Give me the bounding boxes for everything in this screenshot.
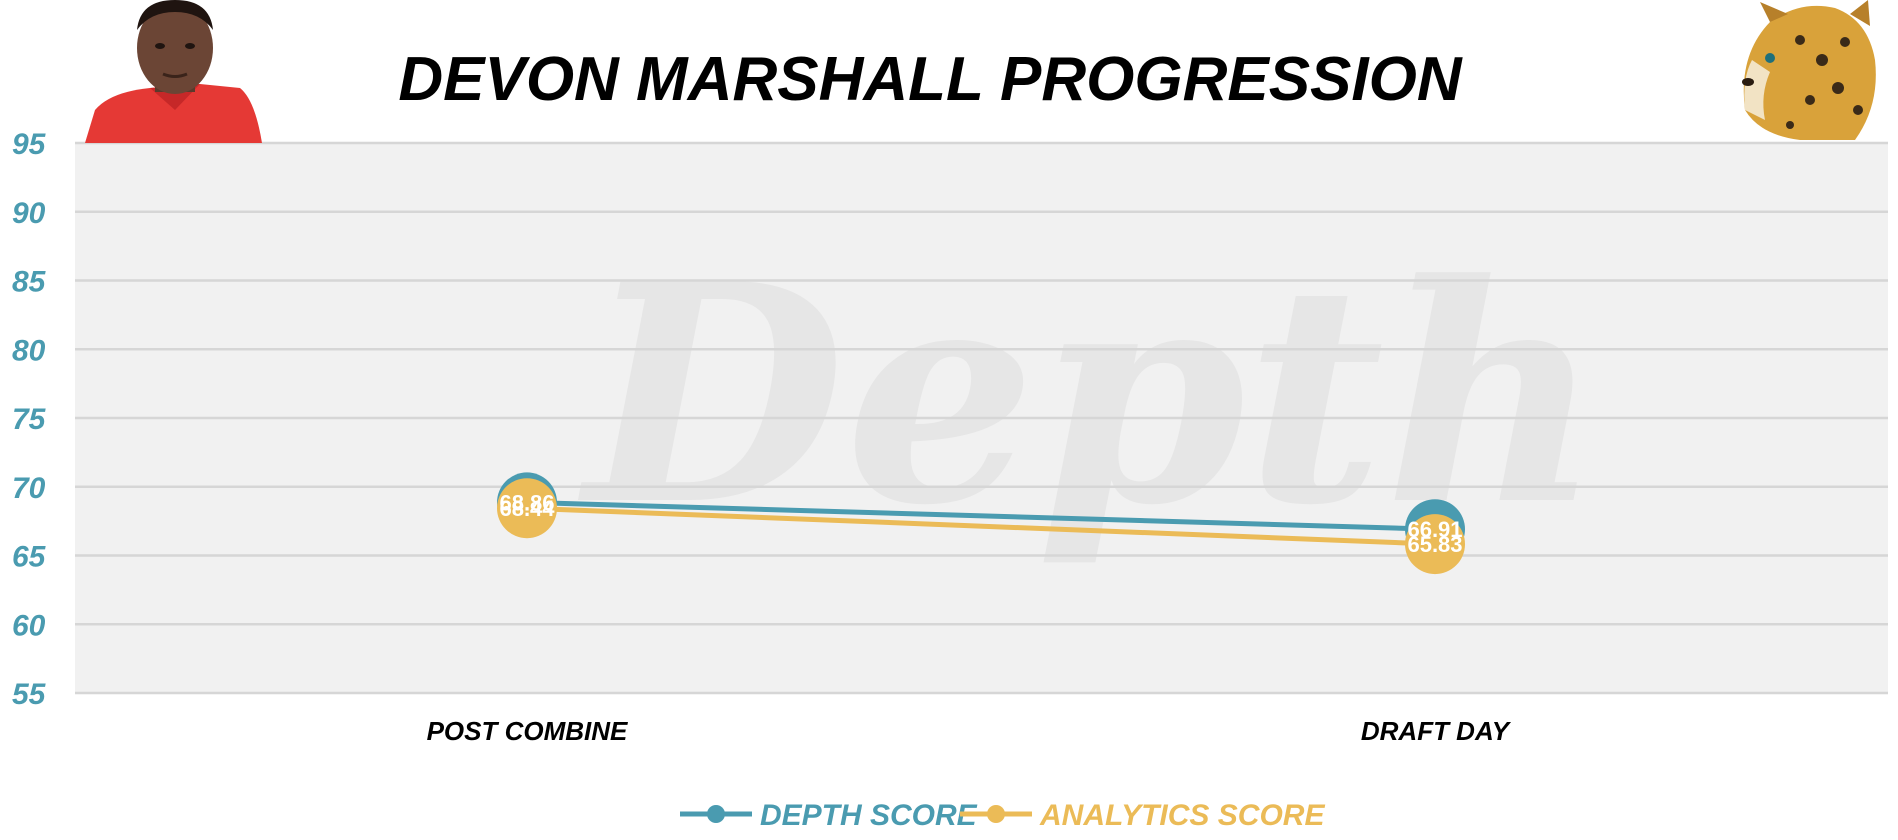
series-line [526,499,1436,532]
y-tick-label: 55 [12,678,47,711]
y-tick-label: 60 [12,609,46,642]
y-tick-label: 75 [12,403,47,436]
y-tick-label: 70 [12,472,46,505]
data-label: 68.86 [499,490,554,515]
legend-label: DEPTH SCORE [760,799,978,832]
legend-label: ANALYTICS SCORE [1039,799,1325,832]
data-point [1405,514,1465,575]
data-labels: 68.86 66.91 68.44 65.83 [499,490,1462,557]
y-tick-label: 65 [12,541,47,574]
gridlines [75,141,1888,695]
data-label: 68.44 [499,496,555,521]
y-tick-label: 90 [12,197,46,230]
series-line [526,505,1436,547]
player-photo [85,0,262,143]
legend-marker [707,805,725,823]
data-label: 65.83 [1407,532,1462,557]
y-axis: 95 90 85 80 75 70 65 60 55 [12,128,47,711]
y-tick-label: 95 [12,128,47,161]
data-point [497,478,557,539]
jaguar-logo [1742,0,1876,140]
x-axis: POST COMBINE DRAFT DAY [427,716,1512,746]
series-points [497,472,1465,575]
data-label: 66.91 [1407,517,1462,542]
chart-title: DEVON MARSHALL PROGRESSION [398,45,1463,114]
x-tick-label: DRAFT DAY [1361,716,1512,746]
x-tick-label: POST COMBINE [427,716,628,746]
legend-marker [987,805,1005,823]
y-tick-label: 80 [12,334,46,367]
series-lines [526,499,1436,547]
y-tick-label: 85 [12,266,47,299]
legend: DEPTH SCORE ANALYTICS SCORE [680,799,1325,832]
